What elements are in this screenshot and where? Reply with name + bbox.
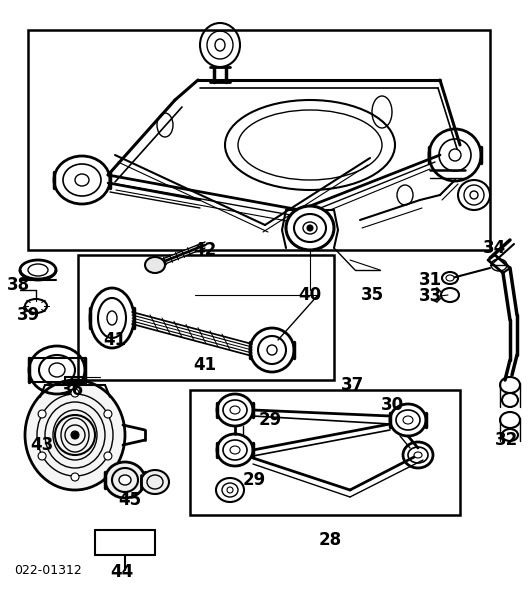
Ellipse shape (71, 389, 79, 397)
Text: 44: 44 (110, 563, 134, 581)
Ellipse shape (119, 475, 131, 485)
Ellipse shape (470, 191, 478, 199)
Ellipse shape (104, 410, 112, 418)
Ellipse shape (403, 416, 413, 424)
Ellipse shape (145, 257, 165, 273)
Ellipse shape (307, 225, 313, 231)
Ellipse shape (286, 206, 334, 250)
Ellipse shape (449, 149, 461, 161)
Text: 41: 41 (194, 356, 217, 374)
Text: 022-01312: 022-01312 (14, 563, 82, 577)
Ellipse shape (230, 406, 240, 414)
Text: 35: 35 (361, 286, 384, 304)
Text: 37: 37 (340, 376, 364, 394)
Text: 36: 36 (61, 381, 84, 399)
Ellipse shape (107, 311, 117, 325)
Text: 33: 33 (418, 287, 442, 305)
Text: 28: 28 (319, 531, 342, 549)
Ellipse shape (105, 462, 145, 498)
Ellipse shape (49, 363, 65, 377)
Bar (78, 255, 334, 380)
Text: 29: 29 (243, 471, 265, 489)
Text: 43: 43 (30, 436, 54, 454)
Ellipse shape (71, 473, 79, 481)
Text: 40: 40 (298, 286, 321, 304)
Text: 38: 38 (6, 276, 30, 294)
Ellipse shape (446, 275, 454, 281)
Ellipse shape (215, 39, 225, 51)
Ellipse shape (104, 452, 112, 460)
Text: 34: 34 (483, 239, 505, 257)
Ellipse shape (230, 446, 240, 454)
Bar (28, 30, 490, 250)
Ellipse shape (267, 345, 277, 355)
Ellipse shape (414, 452, 422, 458)
Ellipse shape (38, 410, 46, 418)
Ellipse shape (227, 487, 233, 493)
Ellipse shape (141, 470, 169, 494)
Text: 41: 41 (103, 331, 127, 349)
Bar (190, 390, 460, 515)
Ellipse shape (38, 452, 46, 460)
Text: 29: 29 (259, 411, 281, 429)
Text: 42: 42 (193, 241, 217, 259)
Ellipse shape (25, 380, 125, 490)
Text: 32: 32 (494, 431, 518, 449)
Text: 30: 30 (380, 396, 404, 414)
Ellipse shape (75, 174, 89, 186)
Ellipse shape (71, 431, 79, 439)
Text: 39: 39 (16, 306, 39, 324)
Text: 45: 45 (119, 491, 142, 509)
Text: 31: 31 (419, 271, 442, 289)
